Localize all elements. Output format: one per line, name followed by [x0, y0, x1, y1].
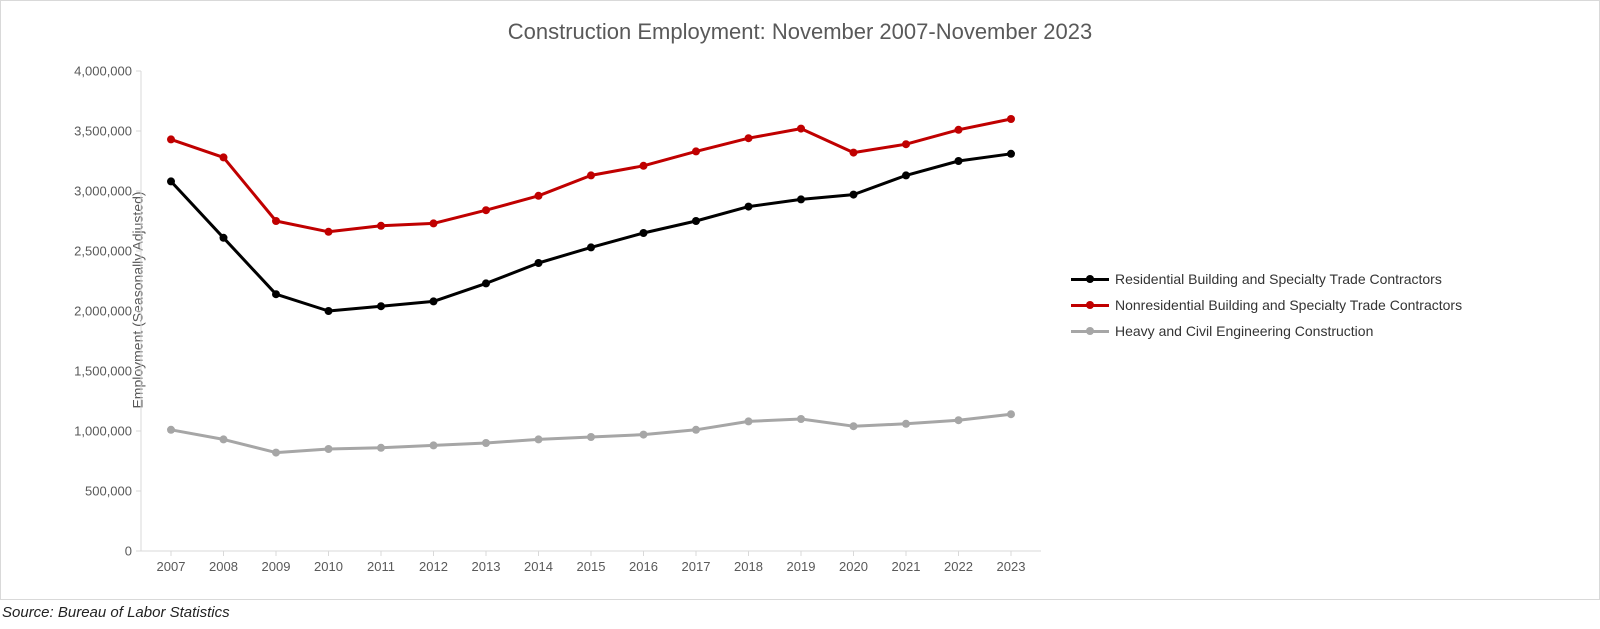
- series-marker: [955, 126, 963, 134]
- series-marker: [692, 426, 700, 434]
- legend-swatch: [1071, 299, 1109, 311]
- series-marker: [482, 279, 490, 287]
- x-tick-label: 2012: [419, 559, 448, 574]
- series-marker: [640, 431, 648, 439]
- x-tick-label: 2017: [682, 559, 711, 574]
- plot-area: [141, 71, 1041, 551]
- y-tick-label: 4,000,000: [2, 64, 132, 79]
- series-marker: [587, 171, 595, 179]
- series-marker: [797, 415, 805, 423]
- x-tick-label: 2023: [997, 559, 1026, 574]
- x-tick-label: 2009: [262, 559, 291, 574]
- legend-swatch: [1071, 273, 1109, 285]
- series-marker: [430, 441, 438, 449]
- series-marker: [167, 135, 175, 143]
- series-marker: [1007, 150, 1015, 158]
- series-marker: [692, 217, 700, 225]
- series-marker: [850, 422, 858, 430]
- series-marker: [1007, 410, 1015, 418]
- series-marker: [377, 222, 385, 230]
- series-marker: [745, 417, 753, 425]
- series-marker: [640, 162, 648, 170]
- series-marker: [745, 134, 753, 142]
- x-tick-label: 2010: [314, 559, 343, 574]
- x-tick-label: 2015: [577, 559, 606, 574]
- legend-label: Heavy and Civil Engineering Construction: [1115, 323, 1373, 339]
- y-tick-label: 500,000: [2, 484, 132, 499]
- series-marker: [640, 229, 648, 237]
- y-tick-label: 2,000,000: [2, 304, 132, 319]
- series-marker: [220, 153, 228, 161]
- legend: Residential Building and Specialty Trade…: [1071, 261, 1462, 349]
- legend-item: Residential Building and Specialty Trade…: [1071, 271, 1462, 287]
- series-marker: [797, 125, 805, 133]
- series-marker: [692, 147, 700, 155]
- legend-label: Nonresidential Building and Specialty Tr…: [1115, 297, 1462, 313]
- x-tick-label: 2020: [839, 559, 868, 574]
- series-marker: [272, 290, 280, 298]
- series-marker: [220, 435, 228, 443]
- series-marker: [377, 444, 385, 452]
- series-marker: [587, 243, 595, 251]
- series-marker: [377, 302, 385, 310]
- series-marker: [797, 195, 805, 203]
- series-marker: [220, 234, 228, 242]
- x-tick-label: 2008: [209, 559, 238, 574]
- x-tick-label: 2016: [629, 559, 658, 574]
- series-marker: [325, 228, 333, 236]
- series-marker: [902, 140, 910, 148]
- series-marker: [482, 206, 490, 214]
- x-tick-label: 2007: [157, 559, 186, 574]
- legend-item: Heavy and Civil Engineering Construction: [1071, 323, 1462, 339]
- source-text: Source: Bureau of Labor Statistics: [0, 600, 1600, 621]
- series-marker: [535, 435, 543, 443]
- chart-title: Construction Employment: November 2007-N…: [1, 19, 1599, 45]
- x-tick-label: 2014: [524, 559, 553, 574]
- chart-container: Construction Employment: November 2007-N…: [0, 0, 1600, 600]
- legend-label: Residential Building and Specialty Trade…: [1115, 271, 1442, 287]
- y-tick-label: 0: [2, 544, 132, 559]
- y-tick-label: 1,500,000: [2, 364, 132, 379]
- legend-item: Nonresidential Building and Specialty Tr…: [1071, 297, 1462, 313]
- plot-svg: [141, 71, 1041, 551]
- series-marker: [482, 439, 490, 447]
- y-tick-label: 3,000,000: [2, 184, 132, 199]
- series-marker: [167, 426, 175, 434]
- series-marker: [902, 420, 910, 428]
- series-marker: [745, 203, 753, 211]
- y-tick-label: 3,500,000: [2, 124, 132, 139]
- legend-swatch: [1071, 325, 1109, 337]
- x-tick-label: 2021: [892, 559, 921, 574]
- series-marker: [167, 177, 175, 185]
- y-tick-label: 1,000,000: [2, 424, 132, 439]
- series-marker: [430, 219, 438, 227]
- series-marker: [535, 192, 543, 200]
- y-tick-label: 2,500,000: [2, 244, 132, 259]
- x-tick-label: 2018: [734, 559, 763, 574]
- series-marker: [1007, 115, 1015, 123]
- series-marker: [955, 157, 963, 165]
- series-marker: [850, 191, 858, 199]
- series-marker: [535, 259, 543, 267]
- series-marker: [325, 307, 333, 315]
- series-marker: [587, 433, 595, 441]
- x-tick-label: 2011: [367, 559, 395, 574]
- x-tick-label: 2022: [944, 559, 973, 574]
- series-marker: [955, 416, 963, 424]
- series-marker: [272, 217, 280, 225]
- series-marker: [902, 171, 910, 179]
- x-tick-label: 2019: [787, 559, 816, 574]
- series-marker: [850, 149, 858, 157]
- series-marker: [430, 297, 438, 305]
- series-marker: [325, 445, 333, 453]
- x-tick-label: 2013: [472, 559, 501, 574]
- series-marker: [272, 449, 280, 457]
